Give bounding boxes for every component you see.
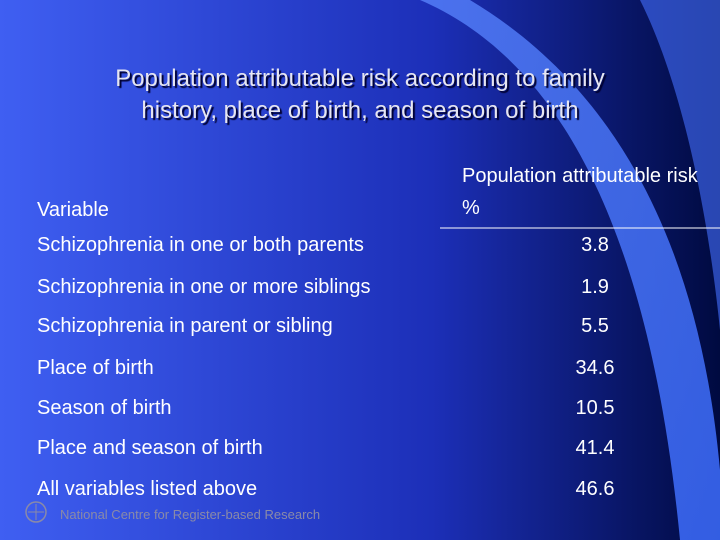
column-header: Population attributable risk %: [462, 165, 698, 219]
row-value: 34.6: [575, 357, 615, 379]
row-label: Schizophrenia in one or more siblings: [37, 276, 371, 298]
row-value: 1.9: [581, 276, 609, 298]
row-label: Schizophrenia in one or both parents: [37, 234, 364, 256]
row-label: All variables listed above: [37, 478, 258, 500]
column-header: Variable: [37, 199, 109, 221]
title-line: history, place of birth, and season of b…: [141, 97, 579, 124]
row-value: 3.8: [581, 234, 609, 256]
row-value: 5.5: [581, 315, 609, 337]
row-label: Season of birth: [37, 397, 172, 419]
row-label: Place of birth: [37, 357, 154, 379]
row-value: 41.4: [575, 437, 615, 459]
footer: National Centre for Register-based Resea…: [60, 507, 321, 522]
row-label: Place and season of birth: [37, 437, 263, 459]
row-value: 46.6: [575, 478, 615, 500]
title-line: Population attributable risk according t…: [115, 65, 605, 92]
row-label: Schizophrenia in parent or sibling: [37, 315, 333, 337]
row-value: 10.5: [575, 397, 615, 419]
